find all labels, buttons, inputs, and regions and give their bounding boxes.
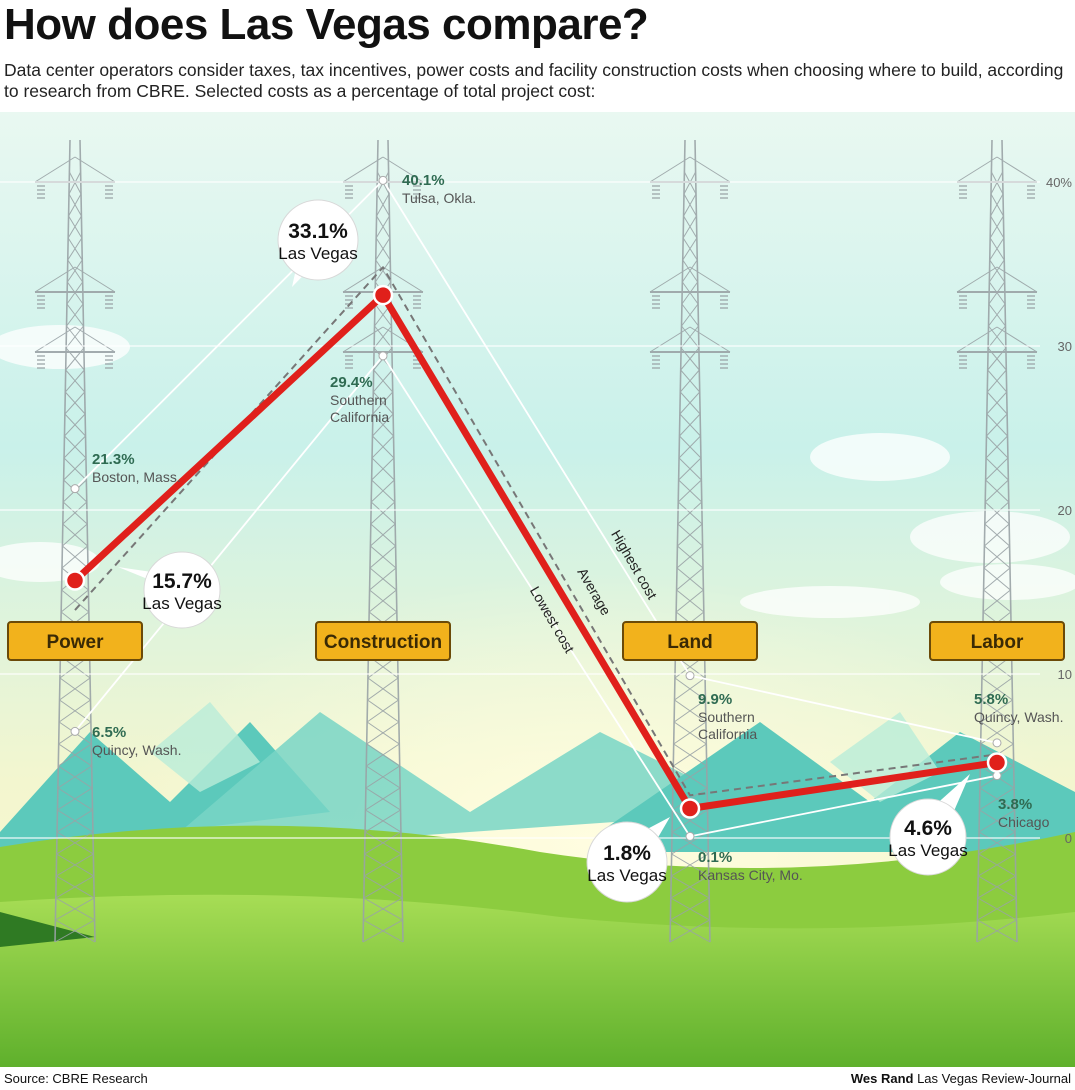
callout-value-1: 15.7% (152, 570, 212, 593)
lowest-cost-point-2 (378, 351, 388, 361)
author-name: Wes Rand (850, 1071, 914, 1086)
category-label-land: Land (667, 632, 712, 653)
callout-bubble-4 (889, 798, 967, 876)
low-value-1: 6.5% (92, 724, 126, 741)
y-tick-label-0: 0 (1065, 831, 1072, 846)
las-vegas-point-3 (679, 798, 701, 819)
y-axis-ticks: 40% 30 20 10 0 (1046, 175, 1072, 846)
lowest-cost-point-3 (685, 831, 695, 841)
callout-value-2: 33.1% (288, 220, 348, 243)
callout-bubble-1 (143, 551, 221, 629)
low-place-1: Quincy, Wash. (92, 742, 181, 758)
y-tick-label-20: 20 (1058, 503, 1072, 518)
clouds (0, 325, 1075, 618)
las-vegas-point-2 (372, 284, 394, 306)
sign-board-land (622, 621, 758, 661)
high-value-3: 9.9% (698, 691, 732, 708)
sign-labor: Labor (929, 621, 1065, 661)
lowest-cost-point-4 (992, 771, 1002, 781)
hills (0, 825, 1075, 1067)
las-vegas-point-4 (986, 752, 1008, 773)
y-tick-label-10: 10 (1058, 667, 1072, 682)
sign-board-power (7, 621, 143, 661)
category-label-power: Power (46, 632, 104, 653)
callout-label-4: Las Vegas (888, 841, 967, 860)
y-tick-label-40: 40% (1046, 175, 1072, 190)
source-note: Source: CBRE Research (4, 1071, 148, 1086)
publication-name: Las Vegas Review-Journal (917, 1071, 1071, 1086)
low-value-4: 3.8% (998, 796, 1032, 813)
sign-board-construction (315, 621, 451, 661)
category-label-construction: Construction (324, 632, 442, 653)
sign-board-labor (929, 621, 1065, 661)
low-value-3: 0.1% (698, 849, 732, 866)
category-label-labor: Labor (971, 632, 1024, 653)
page-subtitle: Data center operators consider taxes, ta… (4, 60, 1064, 101)
tower-4 (956, 139, 1038, 943)
low-annotation-4: 3.8%Chicago (998, 796, 1050, 830)
low-place-4: Chicago (998, 814, 1050, 830)
las-vegas-callout-3: 1.8%Las Vegas (586, 817, 670, 903)
las-vegas-callout-1: 15.7%Las Vegas (118, 551, 222, 629)
las-vegas-callout-2: 33.1%Las Vegas (277, 199, 359, 287)
callout-value-3: 1.8% (603, 842, 651, 865)
callout-bubble-2 (277, 199, 359, 281)
high-place-1: Boston, Mass. (92, 469, 181, 485)
highest-cost-point-3 (685, 671, 695, 681)
y-gridlines (0, 181, 1040, 839)
credit-line: Wes Rand Las Vegas Review-Journal (851, 1071, 1071, 1086)
high-annotation-2: 40.1%Tulsa, Okla. (402, 172, 476, 206)
highest-cost-point-4 (992, 738, 1002, 748)
callout-bubble-3 (586, 821, 668, 903)
category-signs: Power Construction Land Labor (7, 621, 1065, 661)
callout-value-4: 4.6% (904, 817, 952, 840)
high-place-3-2: California (698, 726, 757, 742)
low-place-2-1: Southern (330, 392, 387, 408)
sign-land: Land (622, 621, 758, 661)
high-place-3-1: Southern (698, 709, 755, 725)
low-value-2: 29.4% (330, 374, 373, 391)
high-value-1: 21.3% (92, 451, 135, 468)
callout-label-2: Las Vegas (278, 244, 357, 263)
page-title: How does Las Vegas compare? (4, 0, 649, 49)
highest-cost-point-2 (378, 175, 388, 185)
highest-cost-line (74, 179, 998, 744)
las-vegas-callout-4: 4.6%Las Vegas (888, 774, 970, 876)
lowest-cost-line (74, 354, 998, 838)
high-value-4: 5.8% (974, 691, 1008, 708)
high-place-2: Tulsa, Okla. (402, 190, 476, 206)
las-vegas-point-1 (64, 570, 86, 591)
city-annotations: 21.3%Boston, Mass.40.1%Tulsa, Okla.9.9%S… (92, 172, 1063, 883)
high-annotation-4: 5.8%Quincy, Wash. (974, 691, 1063, 725)
background-scenery (0, 112, 1075, 1067)
las-vegas-line (72, 291, 998, 812)
sign-power: Power (7, 621, 143, 661)
series-lines (64, 175, 1008, 841)
sign-construction: Construction (315, 621, 451, 661)
high-annotation-1: 21.3%Boston, Mass. (92, 451, 181, 485)
low-annotation-3: 0.1%Kansas City, Mo. (698, 849, 803, 883)
callout-label-3: Las Vegas (587, 866, 666, 885)
y-tick-label-30: 30 (1058, 339, 1072, 354)
low-place-3: Kansas City, Mo. (698, 867, 803, 883)
low-place-2-2: California (330, 409, 389, 425)
lowest-cost-point-1 (70, 726, 80, 736)
callout-label-1: Las Vegas (142, 594, 221, 613)
highest-cost-point-1 (70, 484, 80, 494)
high-value-2: 40.1% (402, 172, 445, 189)
high-place-4: Quincy, Wash. (974, 709, 1063, 725)
low-annotation-1: 6.5%Quincy, Wash. (92, 724, 181, 758)
